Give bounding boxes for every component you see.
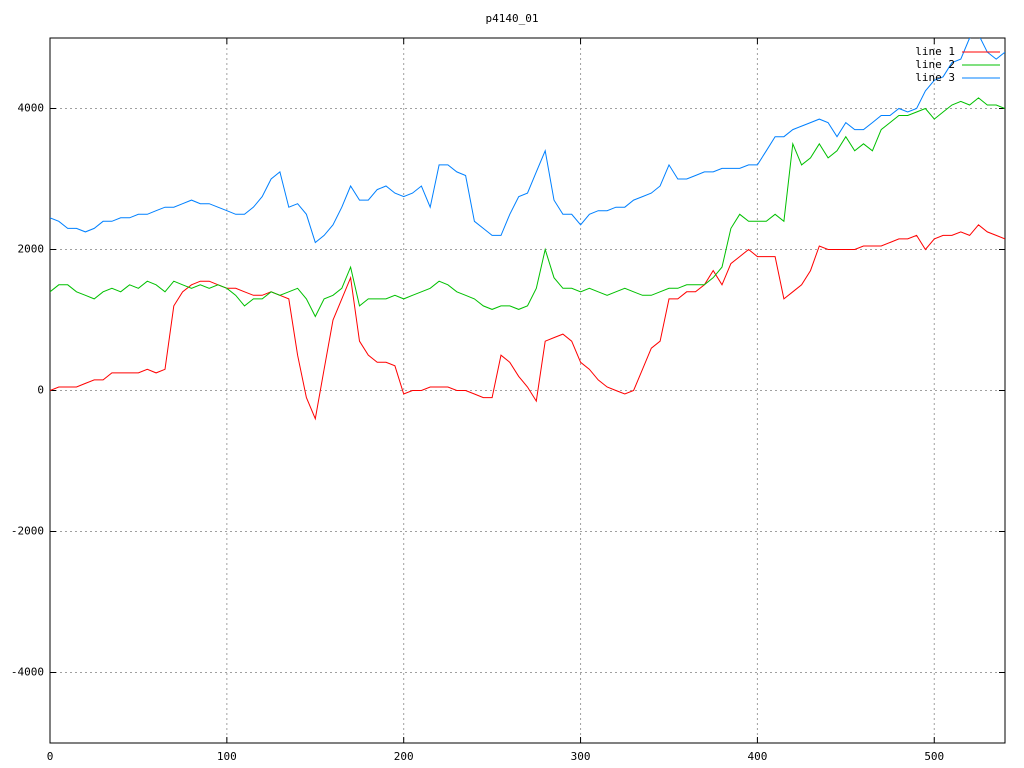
plot-area — [50, 38, 1005, 421]
x-tick-label: 200 — [394, 750, 414, 763]
y-tick-label: -2000 — [11, 525, 44, 538]
y-tick-label: 4000 — [18, 102, 45, 115]
legend-label: line 2 — [915, 58, 955, 71]
series-line — [50, 97, 1005, 318]
y-tick-label: 0 — [37, 384, 44, 397]
y-tick-label: 2000 — [18, 243, 45, 256]
legend-label: line 1 — [915, 45, 955, 58]
x-tick-label: 400 — [747, 750, 767, 763]
series-line — [50, 38, 1005, 244]
x-tick-label: 100 — [217, 750, 237, 763]
series-line — [50, 224, 1005, 421]
x-tick-label: 300 — [571, 750, 591, 763]
legend-label: line 3 — [915, 71, 955, 84]
x-tick-label: 0 — [47, 750, 54, 763]
y-tick-label: -4000 — [11, 666, 44, 679]
chart-title: p4140_01 — [486, 12, 539, 25]
x-tick-label: 500 — [924, 750, 944, 763]
